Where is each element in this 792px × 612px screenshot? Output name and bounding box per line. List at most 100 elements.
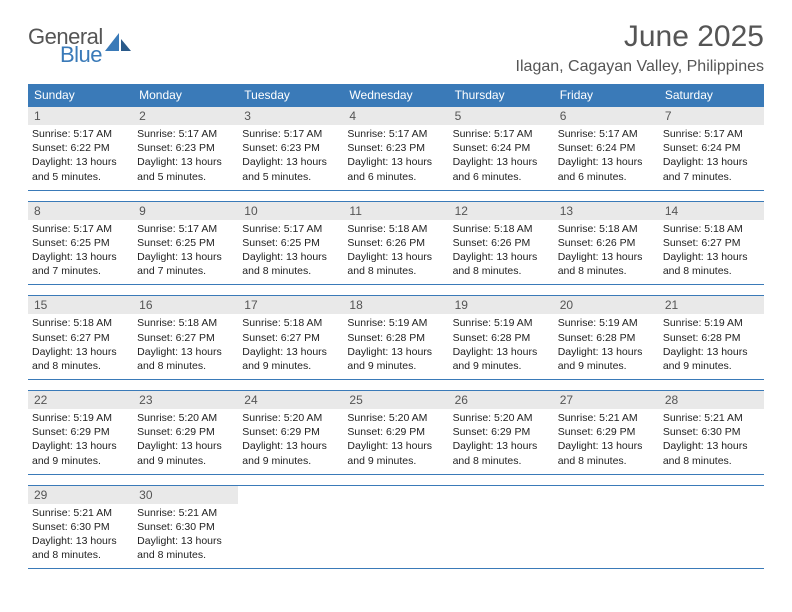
week-row: 29Sunrise: 5:21 AMSunset: 6:30 PMDayligh… — [28, 485, 764, 570]
sunrise-text: Sunrise: 5:20 AM — [453, 411, 550, 425]
day-details: Sunrise: 5:17 AMSunset: 6:24 PMDaylight:… — [659, 125, 764, 184]
daylight-text: Daylight: 13 hours and 8 minutes. — [242, 250, 339, 278]
day-number: 5 — [449, 107, 554, 125]
day-details: Sunrise: 5:17 AMSunset: 6:23 PMDaylight:… — [238, 125, 343, 184]
day-number: 1 — [28, 107, 133, 125]
sunset-text: Sunset: 6:29 PM — [347, 425, 444, 439]
day-details: Sunrise: 5:20 AMSunset: 6:29 PMDaylight:… — [449, 409, 554, 468]
day-details: Sunrise: 5:18 AMSunset: 6:26 PMDaylight:… — [554, 220, 659, 279]
day-cell: 26Sunrise: 5:20 AMSunset: 6:29 PMDayligh… — [449, 391, 554, 474]
sunset-text: Sunset: 6:22 PM — [32, 141, 129, 155]
day-details: Sunrise: 5:18 AMSunset: 6:27 PMDaylight:… — [659, 220, 764, 279]
logo-sail-icon — [105, 29, 133, 51]
day-details: Sunrise: 5:21 AMSunset: 6:30 PMDaylight:… — [133, 504, 238, 563]
day-cell: 3Sunrise: 5:17 AMSunset: 6:23 PMDaylight… — [238, 107, 343, 190]
day-number: 24 — [238, 391, 343, 409]
sunrise-text: Sunrise: 5:21 AM — [32, 506, 129, 520]
sunset-text: Sunset: 6:28 PM — [453, 331, 550, 345]
calendar-grid: Sunday Monday Tuesday Wednesday Thursday… — [28, 84, 764, 569]
week-gap — [28, 380, 764, 390]
day-header-friday: Friday — [554, 84, 659, 106]
sunrise-text: Sunrise: 5:17 AM — [32, 127, 129, 141]
day-number: 14 — [659, 202, 764, 220]
day-number: 29 — [28, 486, 133, 504]
sunrise-text: Sunrise: 5:17 AM — [453, 127, 550, 141]
day-number: 28 — [659, 391, 764, 409]
day-cell: 1 Sunrise: 5:17 AMSunset: 6:22 PMDaylight… — [28, 107, 133, 190]
day-cell: 6Sunrise: 5:17 AMSunset: 6:24 PMDaylight… — [554, 107, 659, 190]
sunset-text: Sunset: 6:29 PM — [558, 425, 655, 439]
day-number: 9 — [133, 202, 238, 220]
day-number: 15 — [28, 296, 133, 314]
day-number: 19 — [449, 296, 554, 314]
sunrise-text: Sunrise: 5:20 AM — [347, 411, 444, 425]
daylight-text: Daylight: 13 hours and 9 minutes. — [347, 345, 444, 373]
day-number: 10 — [238, 202, 343, 220]
day-header-wednesday: Wednesday — [343, 84, 448, 106]
day-details: Sunrise: 5:17 AMSunset: 6:24 PMDaylight:… — [554, 125, 659, 184]
logo-text-blue: Blue — [60, 44, 103, 66]
sunrise-text: Sunrise: 5:17 AM — [32, 222, 129, 236]
sunset-text: Sunset: 6:25 PM — [242, 236, 339, 250]
day-cell: 14Sunrise: 5:18 AMSunset: 6:27 PMDayligh… — [659, 202, 764, 285]
daylight-text: Daylight: 13 hours and 7 minutes. — [137, 250, 234, 278]
header: General Blue June 2025 Ilagan, Cagayan V… — [28, 20, 764, 76]
day-details: Sunrise: 5:18 AMSunset: 6:26 PMDaylight:… — [449, 220, 554, 279]
week-row: 15Sunrise: 5:18 AMSunset: 6:27 PMDayligh… — [28, 295, 764, 380]
day-details: Sunrise: 5:17 AMSunset: 6:25 PMDaylight:… — [238, 220, 343, 279]
day-details: Sunrise: 5:17 AMSunset: 6:23 PMDaylight:… — [343, 125, 448, 184]
daylight-text: Daylight: 13 hours and 5 minutes. — [242, 155, 339, 183]
daylight-text: Daylight: 13 hours and 8 minutes. — [137, 534, 234, 562]
day-header-saturday: Saturday — [659, 84, 764, 106]
daylight-text: Daylight: 13 hours and 6 minutes. — [347, 155, 444, 183]
day-details: Sunrise: 5:21 AMSunset: 6:30 PMDaylight:… — [659, 409, 764, 468]
daylight-text: Daylight: 13 hours and 6 minutes. — [453, 155, 550, 183]
sunset-text: Sunset: 6:27 PM — [242, 331, 339, 345]
sunrise-text: Sunrise: 5:17 AM — [242, 127, 339, 141]
daylight-text: Daylight: 13 hours and 9 minutes. — [453, 345, 550, 373]
sunrise-text: Sunrise: 5:18 AM — [558, 222, 655, 236]
sunrise-text: Sunrise: 5:17 AM — [242, 222, 339, 236]
day-number: 7 — [659, 107, 764, 125]
day-cell: 11Sunrise: 5:18 AMSunset: 6:26 PMDayligh… — [343, 202, 448, 285]
sunset-text: Sunset: 6:24 PM — [663, 141, 760, 155]
sunset-text: Sunset: 6:27 PM — [32, 331, 129, 345]
day-cell: 21Sunrise: 5:19 AMSunset: 6:28 PMDayligh… — [659, 296, 764, 379]
daylight-text: Daylight: 13 hours and 8 minutes. — [558, 250, 655, 278]
sunset-text: Sunset: 6:24 PM — [558, 141, 655, 155]
sunset-text: Sunset: 6:25 PM — [32, 236, 129, 250]
day-details: Sunrise: 5:19 AMSunset: 6:28 PMDaylight:… — [449, 314, 554, 373]
day-details: Sunrise: 5:19 AMSunset: 6:29 PMDaylight:… — [28, 409, 133, 468]
day-cell: 4Sunrise: 5:17 AMSunset: 6:23 PMDaylight… — [343, 107, 448, 190]
sunset-text: Sunset: 6:29 PM — [453, 425, 550, 439]
daylight-text: Daylight: 13 hours and 6 minutes. — [558, 155, 655, 183]
daylight-text: Daylight: 13 hours and 9 minutes. — [558, 345, 655, 373]
day-cell: 7Sunrise: 5:17 AMSunset: 6:24 PMDaylight… — [659, 107, 764, 190]
sunrise-text: Sunrise: 5:18 AM — [242, 316, 339, 330]
day-details: Sunrise: 5:19 AMSunset: 6:28 PMDaylight:… — [343, 314, 448, 373]
day-number: 26 — [449, 391, 554, 409]
day-cell: 29Sunrise: 5:21 AMSunset: 6:30 PMDayligh… — [28, 486, 133, 569]
sunrise-text: Sunrise: 5:19 AM — [558, 316, 655, 330]
day-cell: 20Sunrise: 5:19 AMSunset: 6:28 PMDayligh… — [554, 296, 659, 379]
sunset-text: Sunset: 6:26 PM — [558, 236, 655, 250]
sunset-text: Sunset: 6:28 PM — [558, 331, 655, 345]
sunset-text: Sunset: 6:24 PM — [453, 141, 550, 155]
weeks-container: 1Sunrise: 5:17 AMSunset: 6:22 PMDaylight… — [28, 106, 764, 569]
daylight-text: Daylight: 13 hours and 9 minutes. — [663, 345, 760, 373]
day-cell: 23Sunrise: 5:20 AMSunset: 6:29 PMDayligh… — [133, 391, 238, 474]
daylight-text: Daylight: 13 hours and 5 minutes. — [32, 155, 129, 183]
sunrise-text: Sunrise: 5:20 AM — [242, 411, 339, 425]
daylight-text: Daylight: 13 hours and 8 minutes. — [663, 439, 760, 467]
day-header-tuesday: Tuesday — [238, 84, 343, 106]
week-row: 22Sunrise: 5:19 AMSunset: 6:29 PMDayligh… — [28, 390, 764, 475]
day-number: 3 — [238, 107, 343, 125]
day-number: 17 — [238, 296, 343, 314]
sunrise-text: Sunrise: 5:18 AM — [347, 222, 444, 236]
daylight-text: Daylight: 13 hours and 9 minutes. — [137, 439, 234, 467]
day-details: Sunrise: 5:19 AMSunset: 6:28 PMDaylight:… — [554, 314, 659, 373]
week-gap — [28, 475, 764, 485]
day-number: 4 — [343, 107, 448, 125]
day-details: Sunrise: 5:20 AMSunset: 6:29 PMDaylight:… — [133, 409, 238, 468]
sunset-text: Sunset: 6:23 PM — [242, 141, 339, 155]
